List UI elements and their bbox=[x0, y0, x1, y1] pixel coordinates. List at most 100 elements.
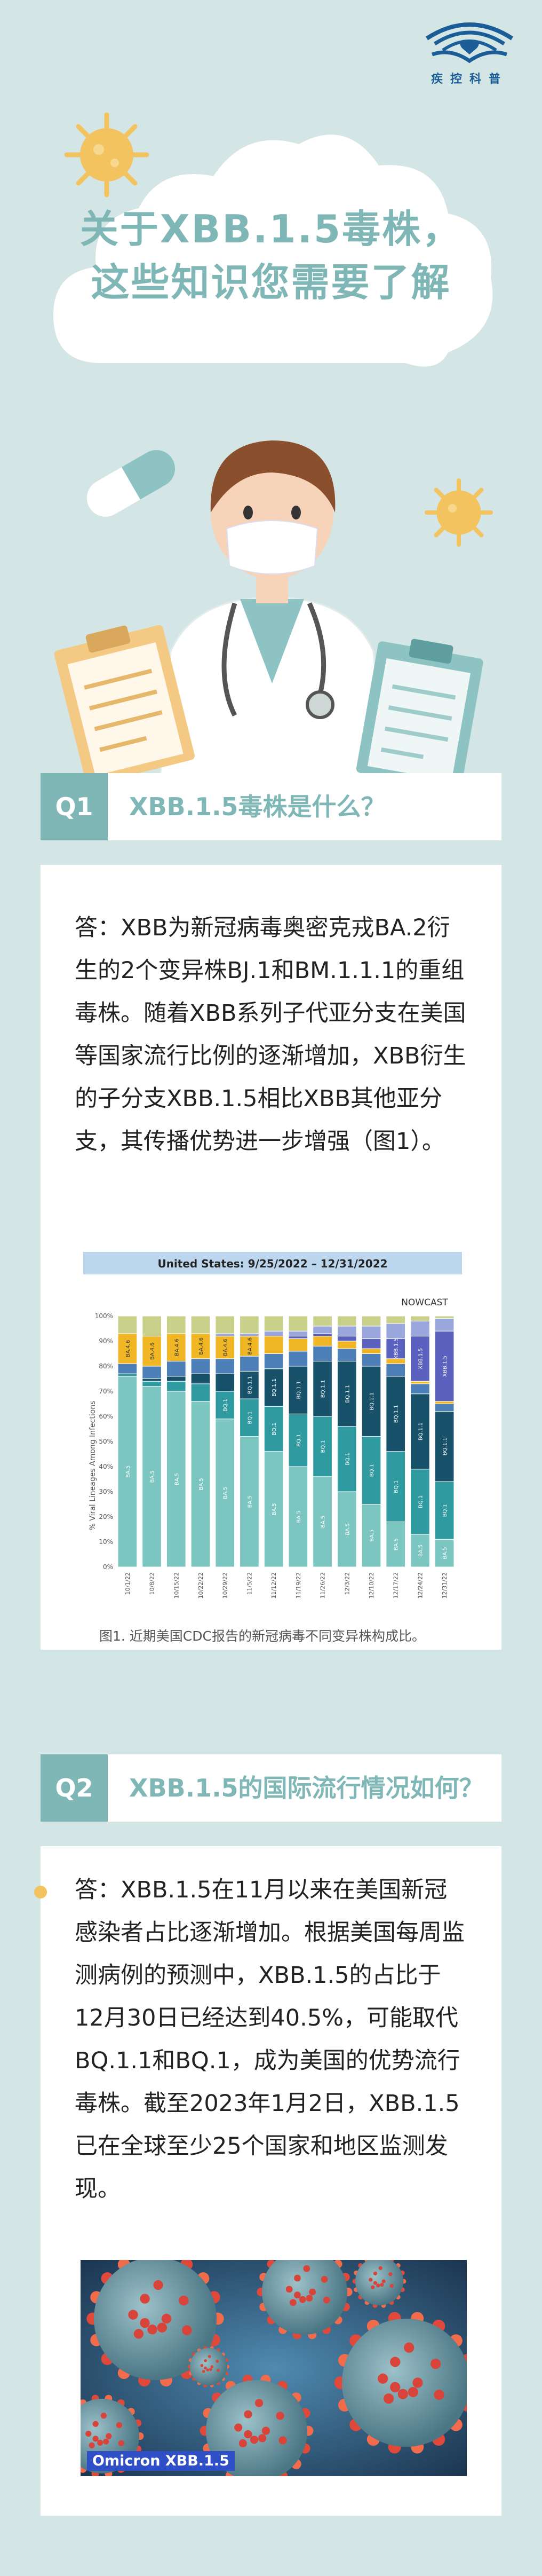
bar-segment-label: BQ.1 bbox=[272, 1422, 277, 1435]
x-tick-label: 11/12/22 bbox=[270, 1572, 277, 1598]
bar-segment bbox=[288, 1466, 308, 1567]
bar-segment bbox=[434, 1315, 455, 1319]
bar-segment bbox=[313, 1333, 332, 1337]
bar-segment bbox=[337, 1491, 357, 1567]
bar-segment bbox=[240, 1315, 259, 1334]
bar-segment bbox=[190, 1315, 211, 1334]
bar-segment bbox=[386, 1376, 406, 1452]
bar-segment-label: BA.4.6 bbox=[223, 1338, 229, 1356]
x-tick-label: 11/5/22 bbox=[246, 1572, 253, 1595]
bar-segment-label: BA.5 bbox=[247, 1495, 253, 1508]
bar-segment bbox=[288, 1315, 308, 1332]
bar-segment-label: BA.5 bbox=[345, 1523, 350, 1535]
bar-segment bbox=[434, 1404, 455, 1412]
bar-segment bbox=[166, 1361, 186, 1377]
bar-segment-label: BQ.1.1 bbox=[296, 1381, 302, 1399]
bar-segment bbox=[288, 1366, 308, 1414]
bar-segment bbox=[386, 1315, 406, 1324]
bar-segment bbox=[288, 1413, 308, 1467]
bar-segment bbox=[361, 1366, 381, 1437]
bar-segment bbox=[215, 1333, 235, 1337]
page-title-line-1: 关于XBB.1.5毒株， bbox=[79, 207, 463, 251]
bar-segment bbox=[264, 1336, 284, 1354]
bar-segment bbox=[337, 1361, 357, 1427]
bar-segment bbox=[434, 1401, 455, 1404]
book-heart-icon bbox=[425, 22, 514, 64]
bar-segment bbox=[117, 1376, 138, 1567]
virus-photo: Omicron XBB.1.5 bbox=[81, 2260, 467, 2476]
bar-segment bbox=[190, 1373, 211, 1384]
y-axis-label: % Viral Lineages Among Infections bbox=[89, 1401, 97, 1531]
bar-segment bbox=[264, 1406, 284, 1452]
x-tick-label: 11/19/22 bbox=[295, 1572, 302, 1598]
bar-segment-label: BA.5 bbox=[198, 1478, 204, 1490]
brand-name: 疾控科普 bbox=[431, 73, 508, 86]
bar-segment bbox=[337, 1348, 357, 1362]
x-tick-label: 10/22/22 bbox=[197, 1572, 204, 1598]
bar-segment bbox=[337, 1326, 357, 1337]
bar-segment bbox=[240, 1436, 259, 1567]
y-tick-label: 100% bbox=[95, 1312, 113, 1320]
bar-segment-label: BQ.1.1 bbox=[394, 1405, 400, 1423]
bar-segment-label: BQ.1.1 bbox=[442, 1437, 448, 1455]
bar-segment bbox=[166, 1376, 186, 1382]
bar-segment-label: BA.5 bbox=[321, 1516, 326, 1528]
bar-segment bbox=[166, 1381, 186, 1392]
q2-answer: 答：XBB.1.5在11月以来在美国新冠感染者占比逐渐增加。根据美国每周监测病例… bbox=[75, 1877, 465, 2202]
bar-segment bbox=[142, 1315, 162, 1337]
bar-segment-label: XBB.1.5 bbox=[442, 1356, 448, 1377]
bar-segment bbox=[240, 1370, 259, 1399]
brand-logo: 疾控科普 bbox=[411, 5, 528, 91]
bar-segment bbox=[361, 1353, 381, 1367]
bar-segment bbox=[166, 1391, 186, 1567]
bar-segment-label: BQ.1.1 bbox=[321, 1380, 326, 1398]
bar-segment bbox=[142, 1381, 162, 1387]
bar-segment bbox=[386, 1323, 406, 1339]
y-tick-label: 0% bbox=[103, 1563, 113, 1571]
bar-segment-label: BA.4.6 bbox=[125, 1340, 131, 1358]
bar-segment-label: XBB.1.5 bbox=[418, 1348, 424, 1369]
title-cloud bbox=[53, 135, 493, 367]
coronavirus-image bbox=[81, 2260, 467, 2476]
y-tick-label: 60% bbox=[99, 1413, 113, 1420]
bar-segment bbox=[313, 1315, 332, 1327]
bar-segment-label: BQ.1 bbox=[418, 1495, 424, 1508]
q1-card: 答：XBB为新冠病毒奥密克戎BA.2衍生的2个变异株BJ.1和BM.1.1.1的… bbox=[41, 865, 501, 1650]
bar-segment-label: BA.5 bbox=[369, 1530, 375, 1542]
virus-particle bbox=[334, 2312, 467, 2454]
virus-particle bbox=[257, 2260, 353, 2339]
bar-segment bbox=[361, 1338, 381, 1349]
bar-segment bbox=[142, 1366, 162, 1379]
bar-segment bbox=[190, 1401, 211, 1567]
bar-segment bbox=[386, 1451, 406, 1522]
bar-segment bbox=[215, 1336, 235, 1359]
bar-segment bbox=[240, 1356, 259, 1372]
q1-answer: 答：XBB为新冠病毒奥密克戎BA.2衍生的2个变异株BJ.1和BM.1.1.1的… bbox=[75, 915, 466, 1155]
bar-segment bbox=[313, 1476, 332, 1567]
q1-header: Q1 XBB.1.5毒株是什么？ bbox=[41, 773, 501, 840]
bar-segment bbox=[288, 1338, 308, 1352]
bar-segment-label: BQ.1.1 bbox=[369, 1392, 375, 1411]
bar-segment bbox=[410, 1320, 430, 1337]
y-tick-label: 90% bbox=[99, 1337, 113, 1345]
bar-segment bbox=[337, 1336, 357, 1342]
q2-card: 答：XBB.1.5在11月以来在美国新冠感染者占比逐渐增加。根据美国每周监测病例… bbox=[41, 1846, 501, 2516]
bar-segment bbox=[337, 1341, 357, 1349]
bar-segment-label: BQ.1 bbox=[442, 1504, 448, 1517]
bar-segment-label: BQ.1.1 bbox=[247, 1376, 253, 1394]
x-tick-label: 12/10/22 bbox=[368, 1572, 375, 1598]
bar-segment-label: BQ.1 bbox=[296, 1434, 302, 1447]
bar-segment bbox=[142, 1378, 162, 1382]
virus-icon bbox=[64, 112, 149, 198]
bar-segment bbox=[337, 1315, 357, 1327]
bar-segment-label: BQ.1 bbox=[247, 1411, 253, 1424]
virus-icon bbox=[425, 478, 493, 547]
bar-segment bbox=[410, 1315, 430, 1321]
bar-segment bbox=[434, 1330, 455, 1402]
bar-segment bbox=[215, 1391, 235, 1420]
x-tick-label: 10/29/22 bbox=[222, 1572, 229, 1598]
bar-segment bbox=[410, 1393, 430, 1470]
bar-segment bbox=[288, 1336, 308, 1339]
q2-badge: Q2 bbox=[41, 1754, 108, 1822]
bar-segment bbox=[313, 1416, 332, 1477]
